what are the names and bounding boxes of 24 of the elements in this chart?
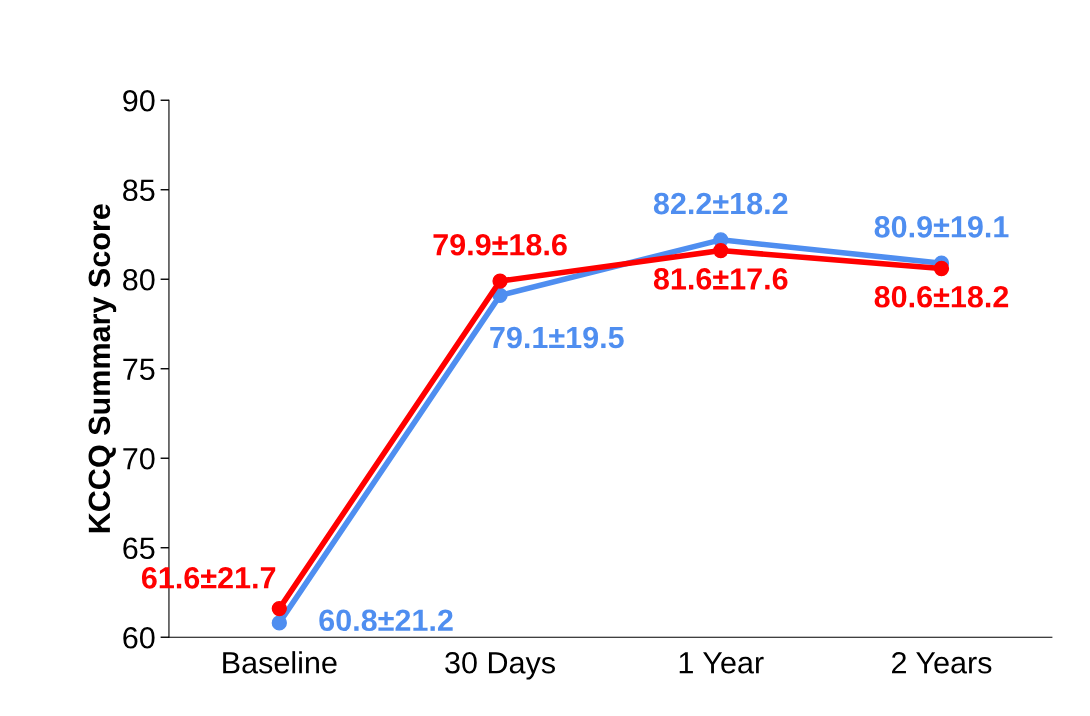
x-tick-label: 1 Year	[679, 652, 764, 674]
x-tick-label: Baseline	[223, 651, 337, 674]
data-label: 81.6±17.6	[653, 268, 788, 290]
data-label: 82.2±18.2	[653, 192, 788, 215]
point	[271, 615, 287, 631]
data-label: 80.6±18.2	[874, 285, 1009, 308]
data-label: 60.8±21.2	[319, 609, 453, 632]
y-tick-label: 75	[123, 358, 155, 381]
point	[713, 242, 729, 259]
data-label: 79.1±19.5	[490, 326, 624, 349]
point	[492, 273, 508, 289]
point	[933, 260, 950, 277]
y-tick-label: 70	[123, 447, 155, 470]
y-tick-label: 80	[123, 268, 155, 291]
y-tick-label: 65	[123, 537, 155, 560]
x-tick-label: 2 Years	[892, 651, 992, 674]
data-label: 80.9±19.1	[874, 216, 1009, 238]
y-tick-label: 85	[123, 179, 155, 202]
y-tick-label: 90	[123, 89, 155, 112]
data-label: 79.9±18.6	[433, 233, 567, 256]
point	[271, 600, 287, 617]
y-tick-label: 60	[123, 626, 155, 649]
x-tick-label: 30 Days	[445, 651, 555, 680]
y-axis-title: KCCQ Summary Score	[88, 204, 117, 533]
